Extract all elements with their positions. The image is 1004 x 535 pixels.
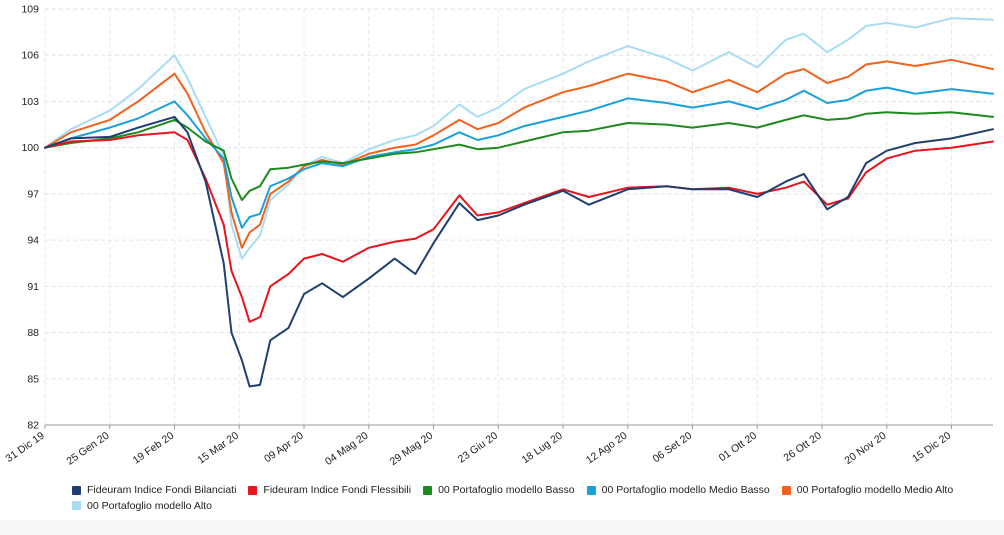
legend-label: Fideuram Indice Fondi Flessibili [263, 484, 412, 496]
x-tick-label: 09 Apr 20 [262, 430, 306, 466]
y-tick-label: 91 [27, 281, 39, 293]
y-tick-label: 94 [27, 235, 39, 247]
x-tick-label: 23 Giu 20 [456, 430, 500, 466]
y-tick-label: 82 [27, 420, 39, 432]
y-tick-label: 97 [27, 188, 39, 200]
legend-item-3[interactable]: 00 Portafoglio modello Basso [423, 483, 575, 497]
y-tick-label: 106 [21, 50, 39, 62]
x-tick-label: 15 Dic 20 [910, 430, 953, 465]
legend-item-4[interactable]: 00 Portafoglio modello Medio Basso [586, 483, 770, 497]
series-lines [44, 17, 994, 388]
x-tick-label: 12 Ago 20 [584, 430, 630, 467]
series-line-2[interactable] [44, 131, 994, 323]
chart-legend: Fideuram Indice Fondi Bilanciati Fideuram… [72, 483, 972, 514]
legend-swatch [72, 485, 81, 495]
legend-item-6[interactable]: 00 Portafoglio modello Alto [72, 499, 212, 513]
y-tick-label: 109 [21, 4, 39, 16]
series-line-5[interactable] [44, 58, 994, 249]
series-line-4[interactable] [44, 86, 994, 229]
legend-swatch [586, 485, 596, 495]
series-line-3[interactable] [44, 111, 994, 202]
legend-item-1[interactable]: Fideuram Indice Fondi Bilanciati [72, 483, 236, 497]
x-tick-label: 01 Ott 20 [717, 430, 759, 465]
x-tick-label: 31 Dic 19 [4, 430, 47, 465]
x-axis: 31 Dic 19 25 Gen 20 19 Feb 20 15 Mar 20 09 A… [4, 424, 993, 468]
x-tick-label: 18 Lug 20 [520, 430, 565, 467]
x-tick-label: 15 Mar 20 [195, 430, 241, 467]
legend-swatch [423, 485, 433, 495]
x-tick-label: 20 Nov 20 [842, 430, 888, 467]
legend-label: 00 Portafoglio modello Medio Alto [796, 484, 954, 496]
legend-swatch [72, 501, 81, 510]
y-tick-label: 88 [27, 327, 39, 339]
x-tick-label: 06 Set 20 [651, 430, 695, 466]
legend-label: Fideuram Indice Fondi Bilanciati [87, 484, 237, 496]
legend-item-5[interactable]: 00 Portafoglio modello Medio Alto [781, 483, 954, 497]
series-line-6[interactable] [44, 17, 994, 260]
x-tick-label: 26 Ott 20 [781, 430, 823, 465]
y-axis: 82 85 88 91 94 97 100 103 106 109 [21, 4, 39, 432]
y-tick-label: 103 [21, 96, 39, 108]
legend-swatch [248, 485, 258, 495]
line-chart: 82 85 88 91 94 97 100 103 106 109 31 Dic 19 25 Gen… [4, 4, 994, 468]
footer-band [0, 520, 1004, 535]
legend-label: 00 Portafoglio modello Basso [438, 484, 575, 496]
chart-container: 82 85 88 91 94 97 100 103 106 109 31 Dic 19 25 Gen… [3, 3, 994, 514]
x-tick-label: 25 Gen 20 [64, 430, 111, 468]
legend-label: 00 Portafoglio modello Medio Basso [601, 484, 770, 496]
y-tick-label: 85 [27, 373, 39, 385]
grid [44, 8, 993, 426]
y-tick-label: 100 [21, 142, 39, 154]
legend-label: 00 Portafoglio modello Alto [87, 499, 212, 512]
legend-swatch [781, 485, 791, 495]
legend-item-2[interactable]: Fideuram Indice Fondi Flessibili [248, 483, 411, 497]
x-tick-label: 29 Mag 20 [388, 430, 436, 468]
x-tick-label: 19 Feb 20 [131, 430, 177, 467]
x-tick-label: 04 Mag 20 [323, 430, 371, 468]
series-line-1[interactable] [44, 115, 994, 388]
